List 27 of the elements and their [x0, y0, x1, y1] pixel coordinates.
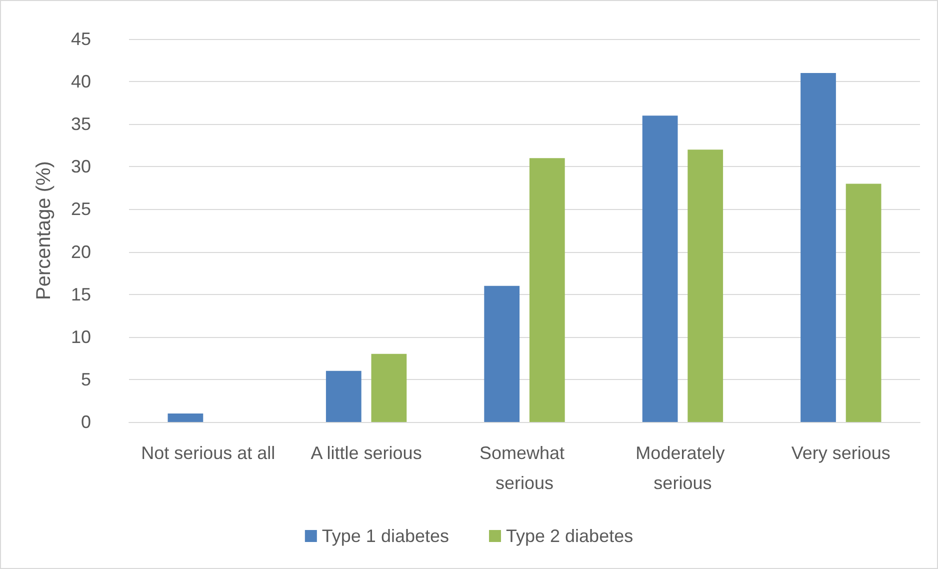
- y-tick-label: 10: [70, 326, 91, 347]
- y-tick-label: 5: [80, 369, 91, 390]
- bar: [371, 354, 407, 422]
- y-tick-label: 35: [70, 114, 91, 134]
- y-tick-label: 20: [70, 242, 91, 262]
- x-tick-label: Very serious: [791, 443, 890, 463]
- x-tick-label: A little serious: [310, 443, 422, 463]
- y-tick-label: 15: [70, 284, 91, 304]
- y-tick-label: 45: [70, 29, 91, 49]
- bar: [484, 286, 520, 422]
- bar: [800, 73, 836, 422]
- bar: [688, 150, 724, 422]
- y-tick-label: 40: [70, 72, 91, 92]
- bar: [846, 184, 882, 422]
- bar: [168, 413, 204, 422]
- y-tick-label: 0: [80, 412, 91, 432]
- legend-label: Type 1 diabetes: [322, 526, 450, 546]
- legend-label: Type 2 diabetes: [506, 526, 634, 546]
- y-tick-label: 30: [70, 156, 91, 177]
- bar: [326, 370, 362, 422]
- y-axis-title: Percentage (%): [33, 161, 55, 300]
- x-tick-label: Not serious at all: [141, 443, 276, 463]
- x-tick-label: Somewhat serious: [479, 443, 570, 493]
- bar: [529, 158, 565, 422]
- y-tick-label: 25: [70, 199, 91, 220]
- bar: [642, 116, 678, 422]
- x-tick-label: Moderately serious: [636, 443, 730, 493]
